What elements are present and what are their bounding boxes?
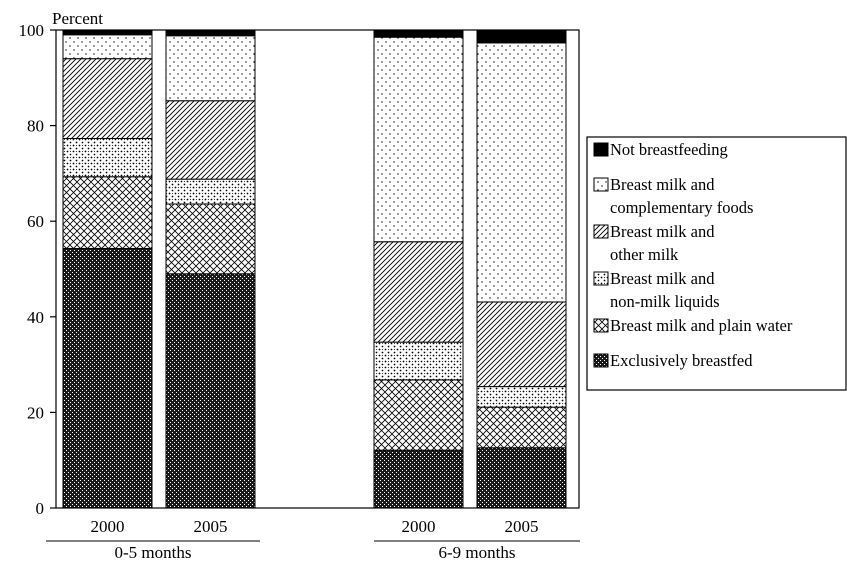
x-tick-label: 2000 [402,517,436,536]
y-tick-label: 20 [27,403,44,422]
legend-swatch [593,224,609,239]
bar-segment [62,58,153,140]
legend-entry-label: Breast milk and [610,222,715,241]
y-tick-label: 100 [19,21,45,40]
bar-segment [165,178,256,205]
bar-segment [476,447,567,509]
legend-entry-label: complementary foods [610,198,753,217]
bar-segment [476,29,567,44]
plot-frame [55,29,580,509]
bar-segment [373,36,464,243]
bar-segment [165,273,256,509]
bar-segment [373,449,464,509]
y-tick-label: 60 [27,212,44,231]
legend-swatch [593,271,609,286]
legend-swatch [593,177,609,192]
bar-segment [165,203,256,275]
legend-entry-label: Breast milk and [610,175,715,194]
bar-segment [476,42,567,303]
bar-segment [476,406,567,449]
bar-segment [62,247,153,509]
bar-segment [62,34,153,60]
bar-segment [62,176,153,249]
legend: Not breastfeeding Breast milk and compleme… [586,136,847,391]
legend-entry-label: Exclusively breastfed [610,351,753,370]
x-tick-label: 2000 [91,517,125,536]
legend-entry-label: non-milk liquids [610,292,720,311]
group-label: 6-9 months [439,543,516,562]
y-axis-label: Percent [52,9,103,28]
bar-segment [62,29,153,36]
legend-entry-label: Not breastfeeding [610,140,728,159]
x-tick-label: 2005 [194,517,228,536]
legend-swatch [593,353,609,368]
bar-segment [373,29,464,38]
y-tick-label: 40 [27,308,44,327]
legend-entry-label: Breast milk and plain water [610,316,793,335]
bar-segment [62,138,153,178]
y-tick-label: 0 [36,499,45,518]
legend-swatch [593,142,609,157]
bar-segment [476,301,567,388]
legend-frame [586,136,847,391]
bar-segment [373,379,464,451]
bar-segment [373,341,464,381]
bar-segment [165,100,256,180]
legend-entry-label: other milk [610,245,679,264]
bar-segment [165,29,256,37]
bar-segment [165,35,256,102]
group-label: 0-5 months [115,543,192,562]
legend-entry-label: Breast milk and [610,269,715,288]
bar-segment [373,241,464,343]
x-tick-label: 2005 [505,517,539,536]
legend-swatch [593,318,609,333]
bar-segment [476,386,567,408]
y-tick-label: 80 [27,117,44,136]
